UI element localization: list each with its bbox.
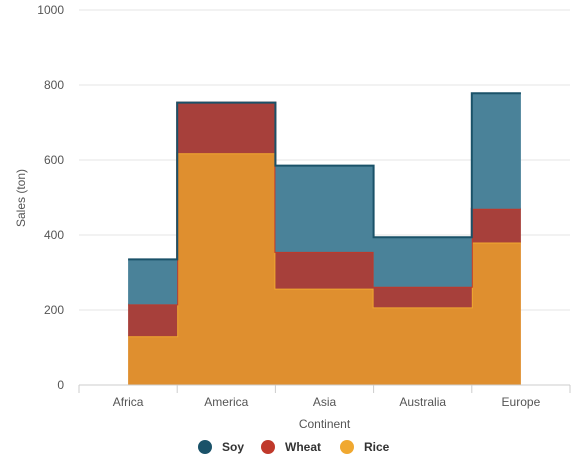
legend-marker-rice	[340, 440, 354, 454]
legend-label-wheat: Wheat	[285, 440, 321, 454]
legend-label-soy: Soy	[222, 440, 244, 454]
rice-area	[128, 153, 521, 385]
x-tick-label: Europe	[502, 395, 541, 409]
y-tick-label: 400	[44, 228, 64, 242]
y-axis: 0 200 400 600 800 1000	[37, 3, 64, 392]
series-areas	[128, 92, 521, 385]
soy-area	[128, 93, 521, 305]
legend: Soy Wheat Rice	[198, 440, 390, 454]
x-axis: Africa America Asia Australia Europe	[78, 384, 571, 409]
soy-line	[128, 92, 521, 261]
y-tick-label: 0	[57, 378, 64, 392]
x-tick-label: America	[204, 395, 248, 409]
x-tick-label: Asia	[313, 395, 337, 409]
y-tick-label: 600	[44, 153, 64, 167]
y-tick-label: 200	[44, 303, 64, 317]
y-tick-label: 1000	[37, 3, 64, 17]
legend-marker-soy	[198, 440, 212, 454]
x-tick-label: Africa	[113, 395, 144, 409]
y-tick-label: 800	[44, 78, 64, 92]
x-tick-label: Australia	[399, 395, 446, 409]
legend-label-rice: Rice	[364, 440, 390, 454]
y-axis-title: Sales (ton)	[14, 169, 28, 227]
x-axis-title: Continent	[299, 417, 351, 431]
legend-marker-wheat	[261, 440, 275, 454]
wheat-area	[128, 102, 521, 337]
